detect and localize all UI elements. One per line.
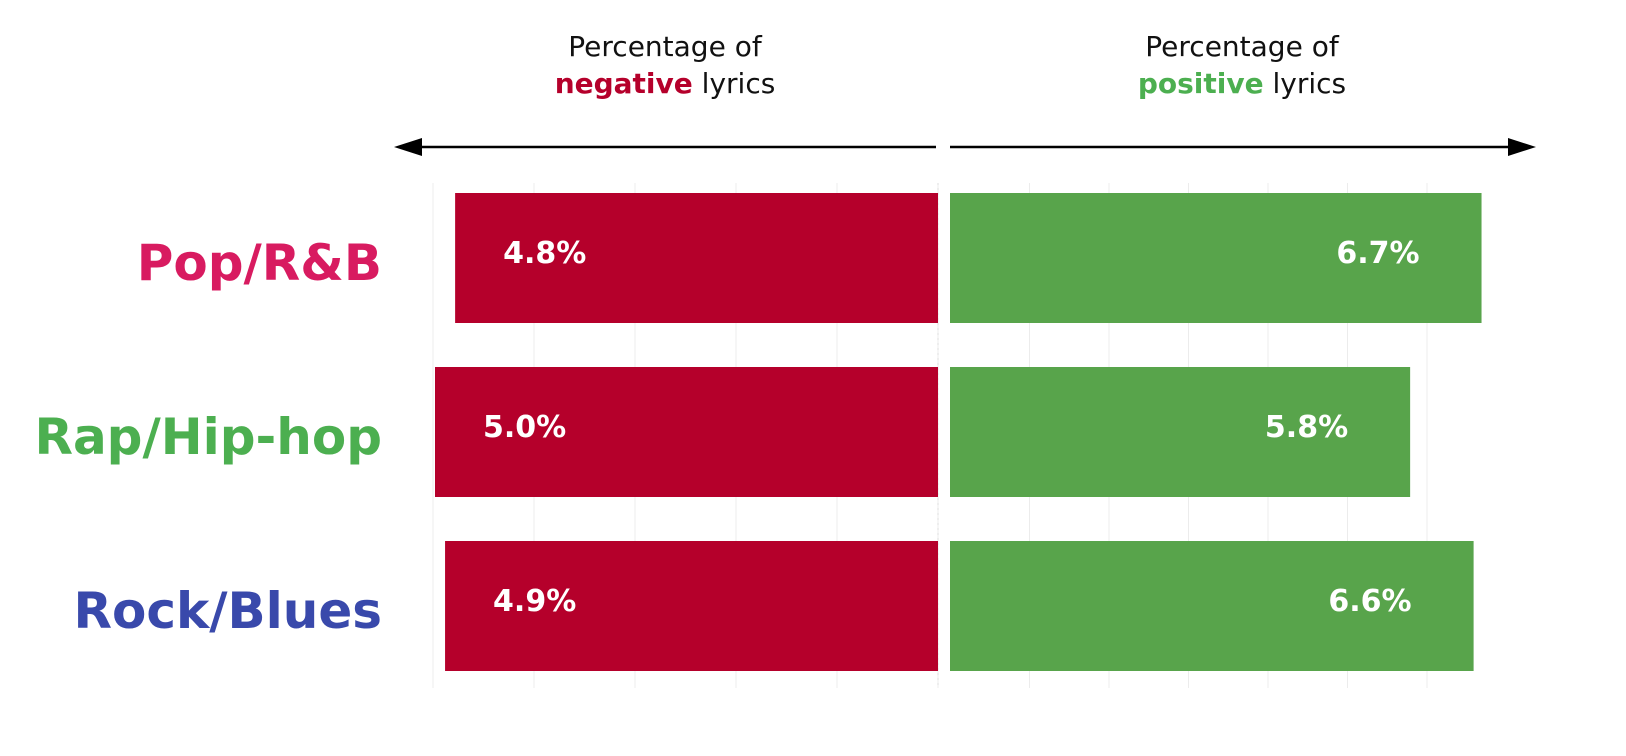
bar-positive-pop-r-b [950,193,1482,323]
bars [435,193,1482,671]
bar-positive-rock-blues [950,541,1474,671]
bar-negative-pop-r-b [455,193,938,323]
value-label-positive-rap-hip-hop: 5.8% [1265,410,1348,445]
category-label-rap-hip-hop: Rap/Hip-hop [34,408,382,466]
labels: 4.8% 6.7% Pop/R&B 5.0% 5.8% Rap/Hip-hop 4.9% 6.… [34,234,1419,640]
bar-positive-rap-hip-hop [950,367,1411,497]
bar-negative-rock-blues [445,541,938,671]
value-label-negative-rap-hip-hop: 5.0% [483,410,566,445]
negative-header-line1: Percentage of [568,30,763,63]
value-label-negative-pop-r-b: 4.8% [503,236,586,271]
value-label-positive-pop-r-b: 6.7% [1336,236,1419,271]
value-label-positive-rock-blues: 6.6% [1328,584,1411,619]
positive-direction-arrow [950,138,1536,156]
negative-header-suffix: lyrics [693,67,776,100]
positive-header-line2: positive lyrics [1138,67,1346,100]
positive-header-line1: Percentage of [1145,30,1340,63]
negative-direction-arrow [394,138,936,156]
category-label-rock-blues: Rock/Blues [73,582,382,640]
positive-header-suffix: lyrics [1264,67,1347,100]
negative-header-line2: negative lyrics [555,67,776,100]
bar-negative-rap-hip-hop [435,367,938,497]
value-label-negative-rock-blues: 4.9% [493,584,576,619]
positive-header-emphasis: positive [1138,67,1264,100]
negative-header-emphasis: negative [555,67,693,100]
category-label-pop-r-b: Pop/R&B [137,234,382,292]
